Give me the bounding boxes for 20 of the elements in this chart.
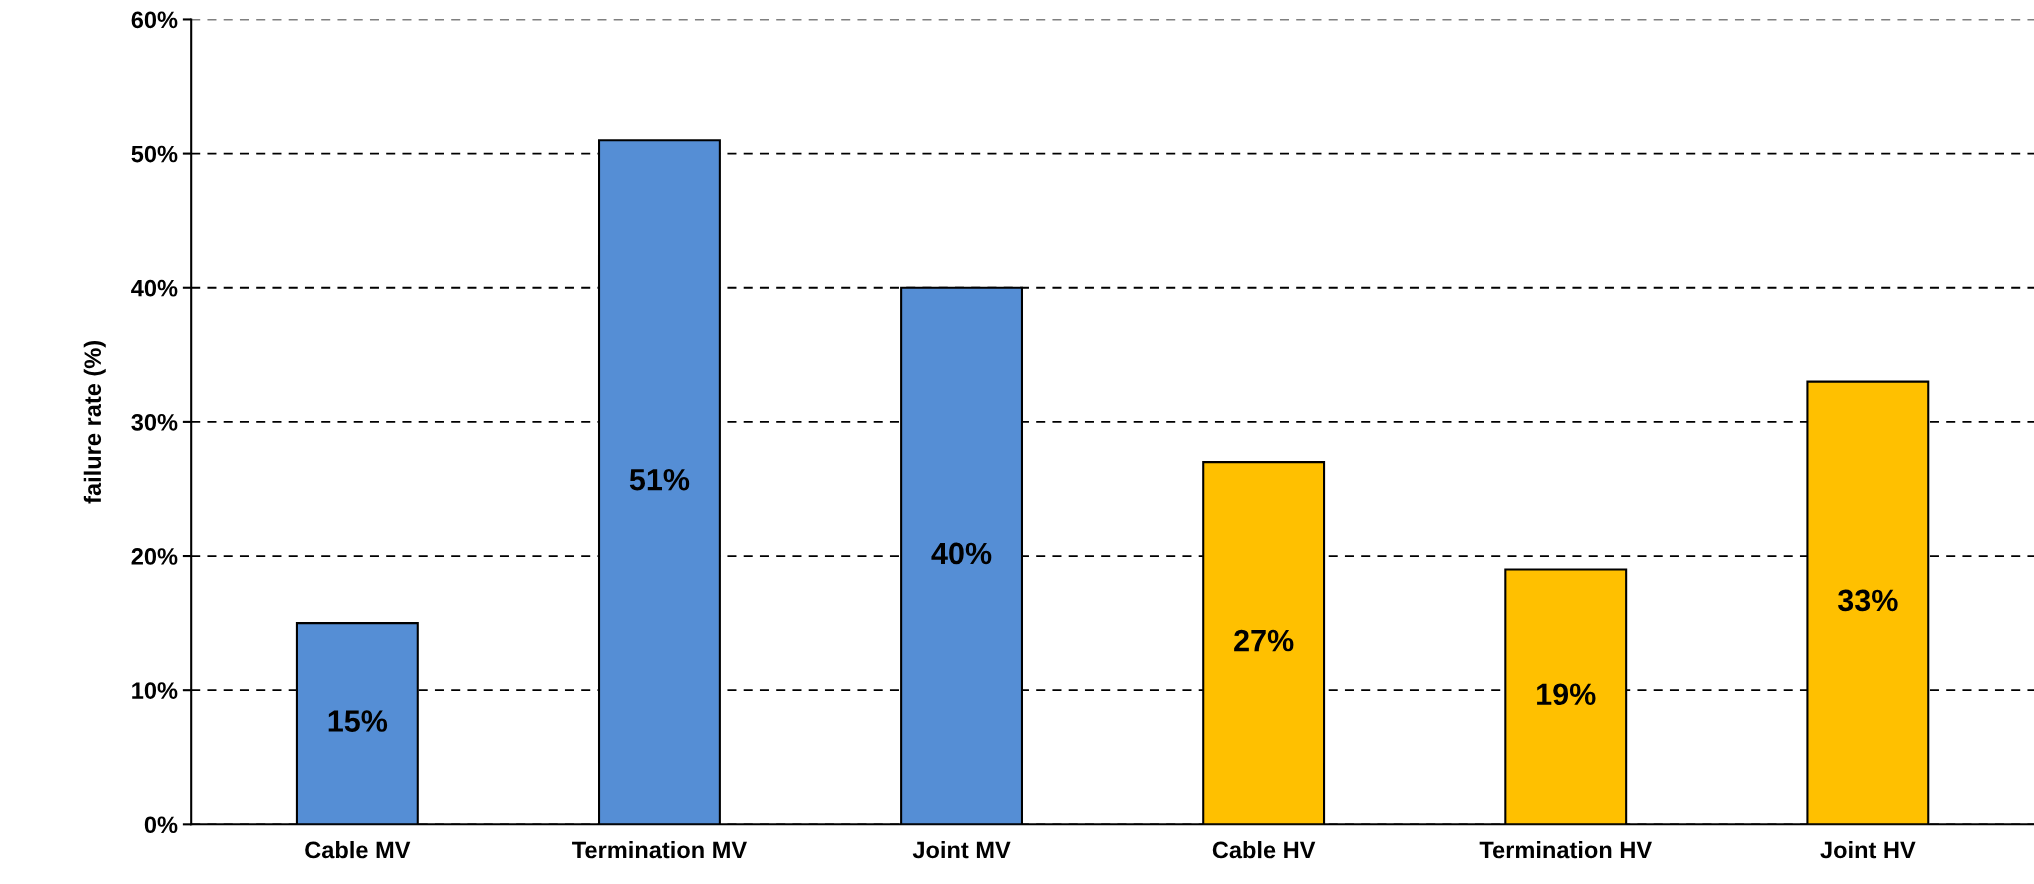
x-tick-label: Joint HV	[1820, 841, 1916, 859]
x-tick-label: Termination HV	[1479, 841, 1652, 859]
y-tick-label: 0%	[144, 816, 178, 834]
data-label: 27%	[1234, 629, 1294, 652]
data-label: 40%	[931, 542, 992, 565]
y-tick-label: 10%	[132, 682, 178, 699]
data-label: 15%	[328, 710, 388, 732]
data-label: 51%	[629, 468, 690, 491]
x-tick-label: Termination MV	[572, 841, 747, 859]
y-tick-label: 50%	[131, 145, 178, 163]
y-tick-label: 40%	[131, 279, 178, 297]
y-tick-label: 60%	[131, 11, 178, 29]
y-tick-label: 20%	[131, 548, 178, 565]
x-tick-label: Cable HV	[1212, 841, 1316, 859]
x-tick-label: Joint MV	[912, 841, 1011, 859]
y-axis-title: failure rate (%)	[83, 341, 106, 504]
data-label: 33%	[1837, 589, 1898, 612]
x-tick-label: Cable MV	[305, 841, 411, 859]
data-label: 19%	[1537, 683, 1596, 706]
y-tick-label: 30%	[131, 413, 178, 431]
